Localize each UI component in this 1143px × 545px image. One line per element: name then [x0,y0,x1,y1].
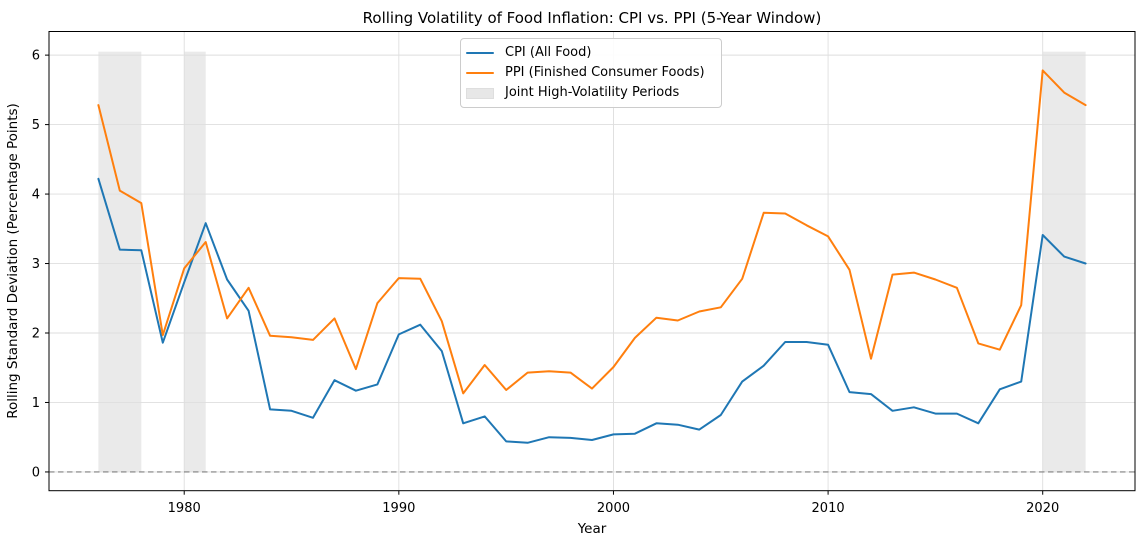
y-tick-label: 6 [32,49,40,64]
x-axis-label: Year [577,521,607,537]
y-tick-label: 4 [32,188,40,203]
y-tick-label: 1 [32,396,40,411]
y-tick-label: 3 [32,257,40,272]
legend-label-cpi: CPI (All Food) [505,45,592,60]
x-tick-label: 1980 [168,501,201,516]
cpi-line [97,177,1087,444]
legend-line-swatch-cpi [466,51,494,55]
ppi-line [97,69,1087,395]
axes-spines [48,31,1136,492]
y-tick-label: 5 [32,118,40,133]
x-tick-label: 2010 [812,501,845,516]
x-tick-label: 1990 [382,501,415,516]
x-tick-label: 2000 [597,501,630,516]
plot-area: 1980 1990 2000 2010 2020 0 1 2 3 4 5 6 [32,31,1136,516]
y-tick-label: 0 [32,465,40,480]
legend-patch-swatch-volatility [466,87,494,99]
legend-item-cpi: CPI (All Food) [466,43,713,63]
legend-label-ppi: PPI (Finished Consumer Foods) [505,65,705,80]
legend-line-swatch-ppi [466,71,494,75]
high-volatility-band [184,51,206,472]
y-axis-label: Rolling Standard Deviation (Percentage P… [5,103,21,419]
legend-label-volatility: Joint High-Volatility Periods [505,85,680,100]
x-tick-label: 2020 [1026,501,1059,516]
high-volatility-band [98,51,142,472]
legend-item-ppi: PPI (Finished Consumer Foods) [466,63,713,83]
legend-item-volatility-band: Joint High-Volatility Periods [466,83,713,103]
y-tick-label: 2 [32,327,40,342]
legend: CPI (All Food) PPI (Finished Consumer Fo… [460,38,722,108]
chart-title: Rolling Volatility of Food Inflation: CP… [363,9,822,27]
